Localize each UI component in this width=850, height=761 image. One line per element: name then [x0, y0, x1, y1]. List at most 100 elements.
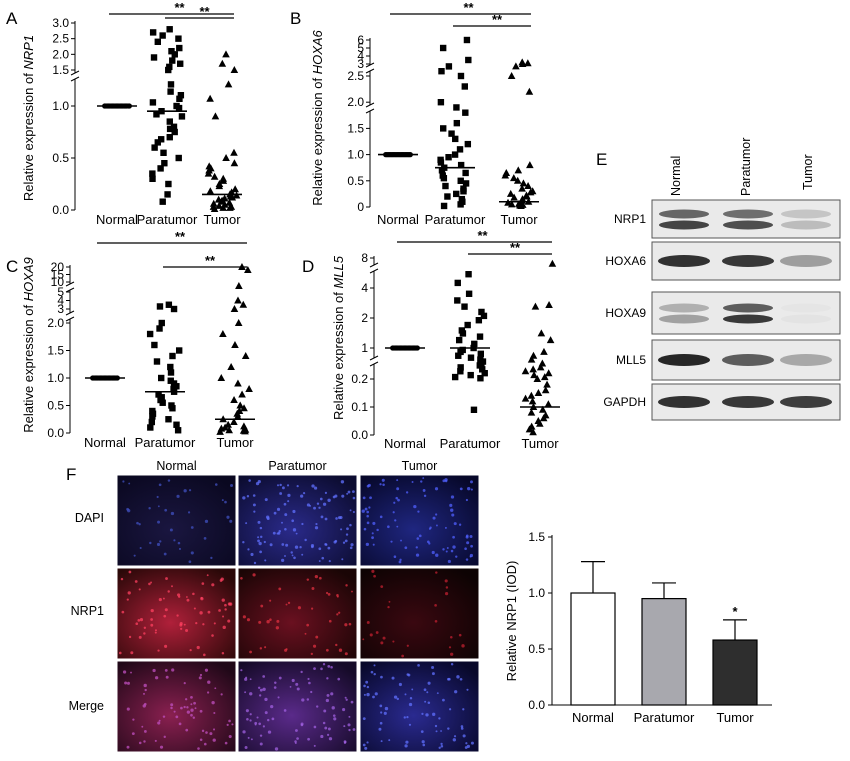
fluorescence-speck	[452, 738, 457, 742]
data-point-tumor	[218, 59, 227, 67]
fluorescence-speck	[207, 680, 211, 684]
x-category-label: Normal	[84, 435, 126, 450]
fluorescence-speck	[334, 539, 338, 543]
fluorescence-speck	[442, 479, 446, 483]
fluorescence-speck	[344, 623, 348, 627]
bar-tumor	[712, 639, 758, 706]
fluorescence-speck	[371, 569, 375, 573]
fluorescence-speck	[315, 635, 319, 639]
significance-label: **	[175, 229, 186, 244]
image-border	[237, 567, 358, 660]
data-point-paratumor	[176, 95, 183, 102]
data-point-tumor	[548, 259, 557, 267]
data-point-tumor	[521, 394, 530, 402]
fluorescence-speck	[462, 734, 466, 738]
fluorescence-speck	[352, 496, 356, 500]
data-point-paratumor	[455, 352, 462, 359]
fluorescence-speck	[456, 675, 460, 679]
data-point-paratumor	[171, 51, 178, 58]
data-point-tumor	[524, 59, 532, 67]
x-category-label: Tumor	[716, 710, 754, 725]
blot-row-label: MLL5	[616, 353, 646, 367]
fluorescence-speck	[203, 653, 206, 657]
data-point-paratumor	[453, 190, 460, 198]
fluorescence-speck	[349, 523, 352, 527]
fluorescence-speck	[319, 497, 323, 501]
fluorescence-speck	[380, 675, 383, 679]
fluorescence-speck	[370, 670, 374, 674]
fluorescence-speck	[450, 652, 454, 656]
fluorescence-speck	[344, 539, 348, 543]
fluorescence-speck	[283, 709, 287, 712]
blot-band	[781, 315, 831, 324]
data-point-tumor	[230, 159, 239, 167]
data-point-tumor	[227, 363, 235, 370]
fluorescence-speck	[388, 600, 391, 603]
fluorescence-speck	[434, 487, 439, 491]
fluorescence-speck	[407, 673, 411, 677]
fluorescence-speck	[423, 494, 427, 498]
data-point-tumor	[529, 428, 537, 436]
fluorescence-speck	[183, 489, 187, 493]
y-tick-label: 4	[357, 49, 364, 63]
fluorescence-speck	[404, 693, 407, 696]
fluorescence-speck	[363, 684, 366, 688]
fluorescence-speck	[438, 746, 441, 749]
fluorescence-speck	[259, 742, 263, 746]
fluorescence-speck	[186, 706, 189, 709]
fluorescence-speck	[157, 505, 160, 508]
data-point-paratumor	[158, 374, 165, 382]
data-point-paratumor	[457, 161, 465, 169]
fluorescence-speck	[299, 546, 302, 549]
fluorescence-speck	[198, 676, 202, 680]
panel-letter-f: F	[66, 465, 76, 484]
significance-label: **	[205, 253, 216, 268]
fluorescence-speck	[264, 498, 268, 502]
fluorescence-speck	[435, 553, 439, 557]
fluorescence-speck	[324, 491, 328, 495]
fluorescence-speck	[297, 606, 302, 610]
blot-band	[722, 255, 774, 267]
data-point-tumor	[204, 169, 213, 177]
fluorescence-speck	[295, 532, 298, 535]
fluorescence-speck	[387, 525, 390, 529]
fluorescence-speck	[313, 506, 316, 510]
fluorescence-speck	[420, 730, 424, 733]
blot-band	[722, 396, 774, 408]
fluorescence-speck	[465, 742, 468, 745]
fluorescence-speck	[138, 635, 142, 639]
fluorescence-speck	[328, 737, 333, 741]
fluorescence-speck	[143, 632, 146, 635]
fluorescence-speck	[210, 556, 213, 560]
blot-lane-label: Normal	[669, 156, 683, 196]
fluorescence-speck	[150, 581, 153, 584]
fluorescence-speck	[415, 546, 418, 549]
data-point-paratumor	[153, 358, 161, 365]
data-point-paratumor	[160, 149, 167, 156]
y-tick-label: 15	[51, 268, 65, 282]
fluorescence-speck	[313, 644, 317, 648]
fluorescence-speck	[248, 479, 251, 482]
fluorescence-speck	[246, 717, 249, 721]
fluorescence-speck	[212, 738, 216, 742]
fluorescence-speck	[185, 728, 189, 732]
data-point-tumor	[533, 375, 542, 382]
blot-row-label: GAPDH	[603, 395, 646, 409]
x-category-label: Paratumor	[135, 435, 196, 450]
fluorescence-speck	[170, 511, 175, 516]
fluorescence-speck	[336, 595, 339, 598]
y-tick-label: 1	[361, 341, 368, 355]
fluorescence-speck	[334, 494, 338, 498]
fluorescence-speck	[263, 540, 266, 544]
fluorescence-speck	[170, 703, 174, 707]
fluorescence-speck	[142, 704, 146, 708]
fluorescence-speck	[328, 619, 332, 623]
data-point-paratumor	[462, 109, 469, 116]
fluorescence-speck	[348, 728, 351, 732]
fluorescence-speck	[295, 682, 299, 686]
data-point-tumor	[530, 371, 538, 379]
fluorescence-speck	[464, 547, 467, 551]
fluorescence-speck	[154, 739, 157, 742]
fluorescence-speck	[397, 498, 400, 502]
